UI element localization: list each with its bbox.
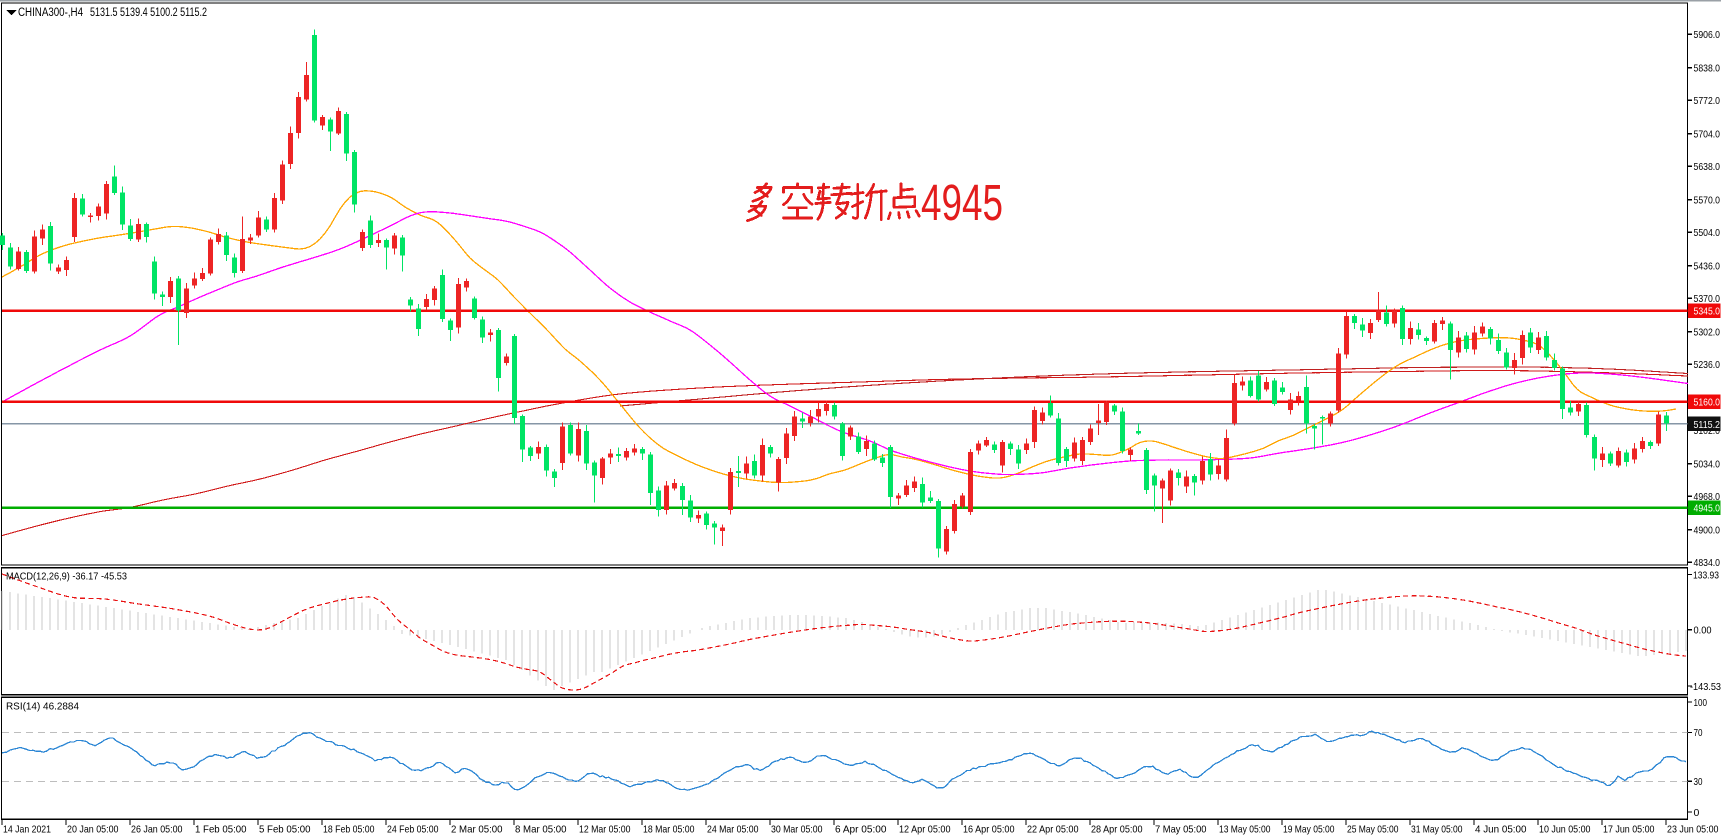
svg-text:19 May 05:00: 19 May 05:00 <box>1283 824 1335 836</box>
svg-text:31 May 05:00: 31 May 05:00 <box>1411 824 1463 836</box>
svg-text:12 Apr 05:00: 12 Apr 05:00 <box>899 824 951 836</box>
svg-text:0.00: 0.00 <box>1694 625 1712 637</box>
svg-text:25 May 05:00: 25 May 05:00 <box>1347 824 1399 836</box>
svg-text:5436.0: 5436.0 <box>1694 261 1721 273</box>
svg-text:5160.0: 5160.0 <box>1694 397 1721 409</box>
svg-text:5302.0: 5302.0 <box>1694 327 1721 339</box>
svg-text:20 Jan 05:00: 20 Jan 05:00 <box>67 824 119 836</box>
svg-text:30 Mar 05:00: 30 Mar 05:00 <box>771 824 823 836</box>
svg-text:23 Jun 05:00: 23 Jun 05:00 <box>1667 824 1719 836</box>
svg-text:13 May 05:00: 13 May 05:00 <box>1219 824 1271 836</box>
svg-text:24 Mar 05:00: 24 Mar 05:00 <box>707 824 759 836</box>
svg-text:133.93: 133.93 <box>1693 570 1719 582</box>
svg-text:5 Feb 05:00: 5 Feb 05:00 <box>259 824 311 836</box>
svg-text:-143.53: -143.53 <box>1690 681 1721 693</box>
svg-text:18 Feb 05:00: 18 Feb 05:00 <box>323 824 375 836</box>
svg-text:6 Apr 05:00: 6 Apr 05:00 <box>835 824 887 836</box>
svg-text:5906.0: 5906.0 <box>1694 29 1721 41</box>
svg-text:1 Feb 05:00: 1 Feb 05:00 <box>195 824 247 836</box>
svg-text:30: 30 <box>1694 776 1703 788</box>
svg-text:16 Apr 05:00: 16 Apr 05:00 <box>963 824 1015 836</box>
svg-text:5236.0: 5236.0 <box>1694 359 1721 371</box>
svg-text:5034.0: 5034.0 <box>1694 459 1721 471</box>
svg-text:MACD(12,26,9) -36.17 -45.53: MACD(12,26,9) -36.17 -45.53 <box>6 571 127 583</box>
svg-text:18 Mar 05:00: 18 Mar 05:00 <box>643 824 695 836</box>
svg-text:5345.0: 5345.0 <box>1694 306 1721 318</box>
svg-text:5131.5 5139.4 5100.2 5115.2: 5131.5 5139.4 5100.2 5115.2 <box>90 7 207 19</box>
svg-text:24 Feb 05:00: 24 Feb 05:00 <box>387 824 439 836</box>
svg-text:4945: 4945 <box>921 174 1003 231</box>
svg-text:5772.0: 5772.0 <box>1694 95 1721 107</box>
svg-text:4834.0: 4834.0 <box>1694 557 1721 569</box>
svg-text:5504.0: 5504.0 <box>1694 227 1721 239</box>
svg-text:22 Apr 05:00: 22 Apr 05:00 <box>1027 824 1079 836</box>
svg-text:RSI(14) 46.2884: RSI(14) 46.2884 <box>6 701 79 713</box>
svg-text:8 Mar 05:00: 8 Mar 05:00 <box>515 824 567 836</box>
svg-text:5838.0: 5838.0 <box>1694 63 1721 75</box>
svg-text:26 Jan 05:00: 26 Jan 05:00 <box>131 824 183 836</box>
svg-text:4945.0: 4945.0 <box>1694 503 1721 515</box>
svg-text:5570.0: 5570.0 <box>1694 195 1721 207</box>
svg-text:0: 0 <box>1694 807 1700 819</box>
svg-text:5704.0: 5704.0 <box>1694 129 1721 141</box>
svg-text:14 Jan 2021: 14 Jan 2021 <box>3 824 51 836</box>
svg-text:2 Mar 05:00: 2 Mar 05:00 <box>451 824 503 836</box>
svg-text:5115.2: 5115.2 <box>1694 419 1721 431</box>
svg-text:5370.0: 5370.0 <box>1694 293 1721 305</box>
svg-text:28 Apr 05:00: 28 Apr 05:00 <box>1091 824 1143 836</box>
svg-text:10 Jun 05:00: 10 Jun 05:00 <box>1539 824 1591 836</box>
svg-text:12 Mar 05:00: 12 Mar 05:00 <box>579 824 631 836</box>
svg-text:4900.0: 4900.0 <box>1694 525 1721 537</box>
svg-text:70: 70 <box>1694 727 1703 739</box>
svg-text:100: 100 <box>1694 697 1708 709</box>
svg-text:17 Jun 05:00: 17 Jun 05:00 <box>1603 824 1655 836</box>
svg-text:7 May 05:00: 7 May 05:00 <box>1155 824 1207 836</box>
svg-text:CHINA300-,H4: CHINA300-,H4 <box>18 7 84 19</box>
svg-text:4 Jun 05:00: 4 Jun 05:00 <box>1475 824 1527 836</box>
svg-text:4968.0: 4968.0 <box>1694 491 1721 503</box>
svg-text:5638.0: 5638.0 <box>1694 161 1721 173</box>
